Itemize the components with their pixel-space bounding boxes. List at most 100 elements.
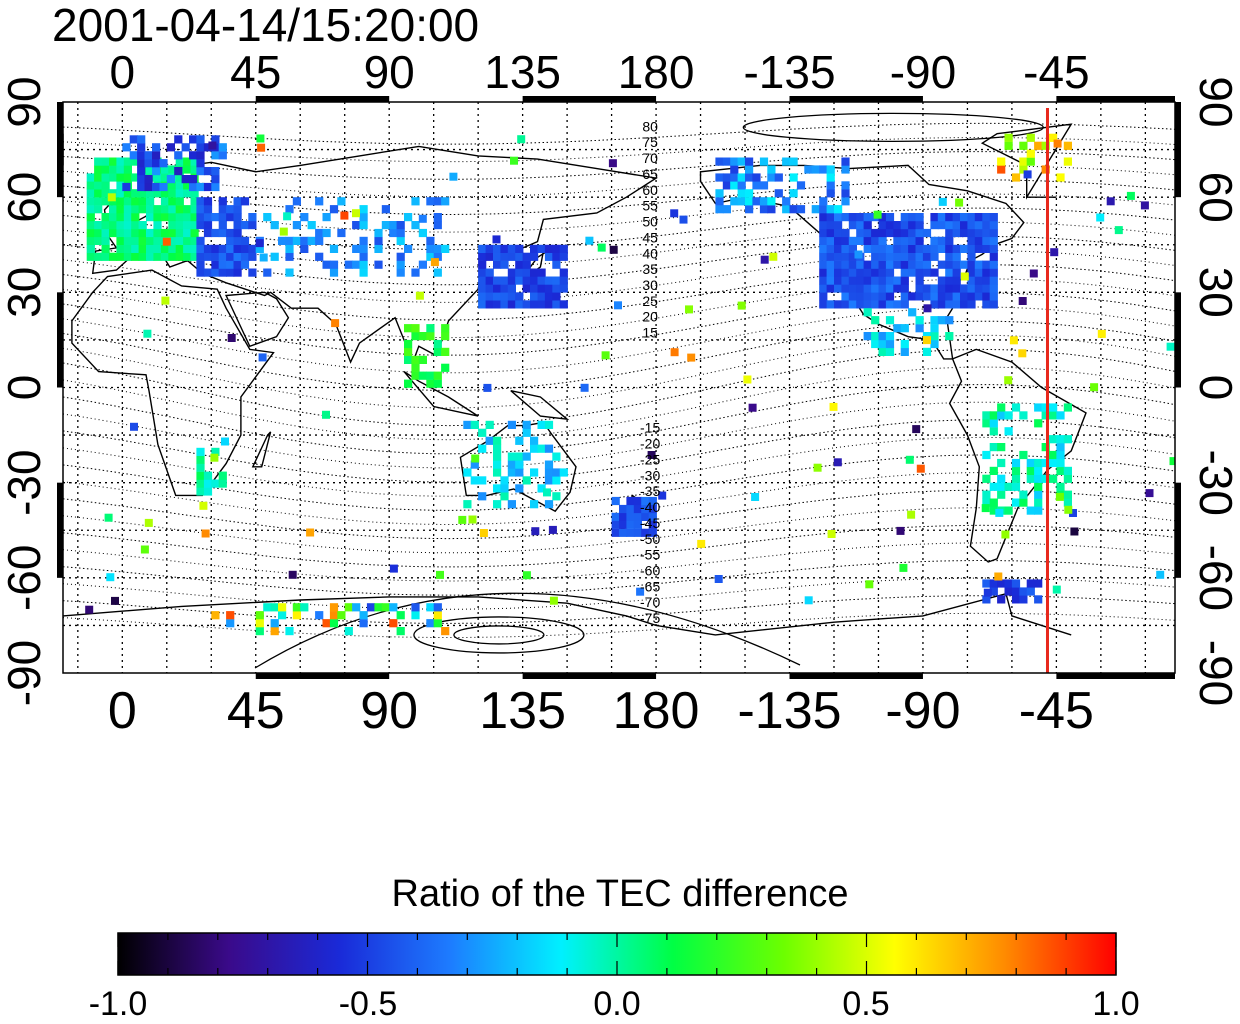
tec-ratio-cell — [826, 181, 835, 190]
tec-ratio-cell — [945, 252, 954, 261]
tec-ratio-cell — [759, 197, 769, 206]
tec-ratio-cell — [515, 436, 524, 445]
tec-ratio-cell — [826, 165, 835, 174]
tec-ratio-cell — [359, 619, 368, 628]
tec-ratio-cell — [938, 197, 947, 206]
tec-ratio-cell — [930, 324, 939, 333]
tec-ratio-cell — [537, 292, 546, 301]
tec-ratio-cell — [544, 460, 554, 469]
tec-ratio-cell — [619, 512, 628, 521]
contour-label: 30 — [642, 277, 658, 293]
tec-ratio-cell — [144, 159, 153, 168]
tec-ratio-cell — [233, 205, 242, 214]
tec-ratio-cell — [1049, 450, 1058, 460]
tec-ratio-cell — [767, 173, 776, 182]
tec-ratio-cell — [175, 228, 184, 238]
tec-ratio-cell — [626, 496, 635, 506]
tec-ratio-cell — [337, 228, 346, 238]
tec-ratio-cell — [1019, 165, 1028, 174]
tec-ratio-cell — [997, 165, 1006, 174]
tec-ratio-cell — [138, 197, 147, 206]
tec-ratio-cell — [190, 205, 199, 214]
tec-ratio-cell — [782, 197, 791, 206]
tec-ratio-cell — [960, 221, 969, 230]
tec-ratio-cell — [329, 619, 339, 628]
tec-ratio-cell — [203, 182, 213, 192]
tec-ratio-cell — [396, 252, 405, 261]
tec-ratio-cell — [730, 197, 739, 206]
tec-ratio-cell — [819, 244, 828, 253]
tec-ratio-cell — [908, 268, 917, 277]
tec-ratio-cell — [233, 236, 242, 245]
tec-ratio-cell — [611, 528, 620, 537]
tec-ratio-cell — [900, 268, 909, 277]
tec-ratio-cell — [433, 252, 442, 261]
tec-ratio-cell — [218, 479, 227, 488]
tec-ratio-cell — [1019, 595, 1028, 604]
tec-ratio-cell — [752, 181, 761, 190]
tec-ratio-cell — [848, 300, 857, 309]
tec-ratio-cell — [146, 252, 155, 261]
tec-ratio-cell — [288, 570, 297, 579]
tec-ratio-cell — [255, 239, 264, 248]
tec-ratio-cell — [559, 300, 568, 309]
tec-ratio-cell — [433, 379, 442, 388]
tec-ratio-cell — [248, 213, 257, 222]
tec-ratio-cell — [982, 490, 991, 499]
tec-ratio-cell — [530, 500, 539, 509]
contour-line — [63, 419, 1175, 483]
tec-ratio-cell — [537, 268, 546, 277]
tec-ratio-cell — [255, 244, 264, 253]
tec-ratio-cell — [233, 197, 242, 206]
tec-ratio-cell — [404, 244, 413, 253]
tec-ratio-cell — [116, 236, 125, 245]
tec-ratio-cell — [146, 189, 155, 198]
tec-ratio-cell — [515, 300, 524, 309]
tec-ratio-cell — [907, 510, 916, 519]
tec-ratio-cell — [1019, 411, 1028, 420]
tec-ratio-cell — [433, 619, 442, 628]
tec-ratio-cell — [389, 228, 398, 238]
tec-ratio-cell — [196, 197, 205, 206]
tec-ratio-cell — [122, 143, 131, 152]
tec-ratio-cell — [94, 205, 103, 214]
tec-ratio-cell — [218, 221, 227, 230]
contour-line — [63, 179, 1175, 216]
tec-ratio-cell — [819, 228, 828, 238]
frame-bar-bottom — [522, 673, 657, 679]
tec-ratio-cell — [211, 182, 220, 192]
contour-line — [63, 401, 1175, 469]
tec-ratio-cell — [960, 292, 969, 301]
tec-ratio-cell — [737, 301, 746, 310]
tec-ratio-cell — [626, 520, 635, 529]
tec-ratio-cell — [752, 197, 761, 206]
tec-ratio-cell — [441, 244, 450, 253]
tec-ratio-cell — [989, 498, 998, 507]
tec-ratio-cell — [1063, 403, 1072, 412]
tec-ratio-cell — [863, 292, 872, 301]
tec-ratio-cell — [101, 213, 110, 222]
tec-ratio-cell — [226, 268, 235, 277]
tec-ratio-cell — [580, 383, 589, 392]
tec-ratio-cell — [86, 189, 95, 198]
tec-ratio-cell — [426, 236, 435, 245]
tec-ratio-cell — [144, 151, 153, 160]
tec-ratio-cell — [685, 305, 693, 314]
contour-line — [63, 436, 1175, 497]
tec-ratio-cell — [159, 159, 168, 168]
tec-ratio-cell — [218, 228, 227, 238]
tec-ratio-cell — [240, 236, 250, 245]
tec-ratio-cell — [168, 236, 177, 245]
tec-ratio-cell — [131, 173, 140, 182]
tec-ratio-cell — [819, 213, 828, 222]
tec-ratio-cell — [101, 165, 110, 174]
tec-ratio-cell — [952, 300, 961, 309]
tec-ratio-cell — [196, 455, 205, 464]
tec-ratio-cell — [493, 500, 502, 509]
tec-ratio-cell — [175, 205, 184, 214]
tec-ratio-cell — [203, 221, 213, 230]
tec-ratio-cell — [101, 197, 110, 206]
tec-ratio-cell — [967, 268, 976, 277]
tec-ratio-cell — [1034, 458, 1043, 468]
tec-ratio-cell — [500, 476, 509, 485]
